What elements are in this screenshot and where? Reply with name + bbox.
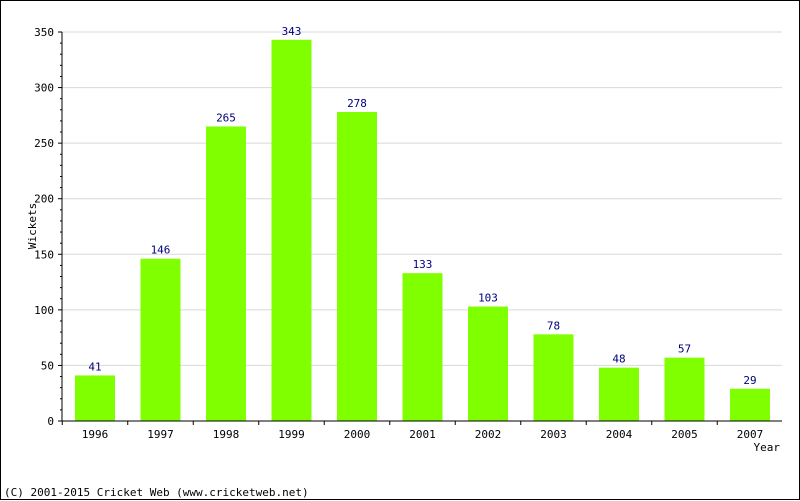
- bar-1996: [75, 375, 115, 421]
- data-label-1998: 265: [216, 111, 236, 124]
- y-tick-label: 50: [41, 359, 54, 372]
- data-label-1999: 343: [282, 25, 302, 38]
- x-tick-label: 2003: [540, 428, 567, 441]
- data-label-2005: 57: [678, 343, 691, 356]
- data-label-2003: 78: [547, 319, 560, 332]
- bar-1999: [271, 39, 312, 421]
- bar-2000: [337, 112, 377, 421]
- x-tick-label: 1999: [278, 428, 305, 441]
- x-tick-label: 2002: [475, 428, 502, 441]
- y-tick-label: 150: [34, 248, 54, 261]
- y-tick-label: 350: [34, 26, 54, 39]
- data-label-2000: 278: [347, 97, 367, 110]
- bar-2001: [402, 273, 443, 421]
- bar-1998: [206, 126, 246, 421]
- y-tick-label: 100: [34, 304, 54, 317]
- x-tick-label: 2004: [606, 428, 633, 441]
- data-label-1997: 146: [151, 244, 171, 257]
- y-tick-label: 300: [34, 82, 54, 95]
- y-axis-title: Wickets: [26, 203, 39, 249]
- copyright-footer: (C) 2001-2015 Cricket Web (www.cricketwe…: [4, 486, 309, 499]
- x-tick-label: 2001: [409, 428, 436, 441]
- grid-lines: [62, 31, 782, 366]
- x-axis-title: Year: [754, 441, 781, 454]
- axes: [58, 31, 782, 425]
- x-tick-label: 2000: [344, 428, 371, 441]
- data-label-2001: 133: [413, 258, 433, 271]
- data-label-2004: 48: [612, 353, 625, 366]
- bar-1997: [140, 258, 181, 421]
- x-tick-label: 1997: [147, 428, 174, 441]
- tick-labels: 0 50 100 150 200 250 300 350 1996 1997 1998 1999 200…: [34, 26, 763, 441]
- bar-2003: [533, 334, 574, 421]
- x-tick-label: 2007: [737, 428, 764, 441]
- bar-2007: [730, 388, 770, 421]
- data-label-1996: 41: [88, 360, 101, 373]
- bar-2005: [664, 357, 705, 421]
- x-tick-label: 1998: [213, 428, 240, 441]
- y-tick-label: 0: [47, 415, 54, 428]
- bars: [75, 39, 770, 421]
- y-tick-label: 250: [34, 137, 54, 150]
- x-tick-label: 2005: [671, 428, 698, 441]
- data-labels: 41 146 265 343 278 133 103 78 48 57 29: [88, 25, 756, 387]
- bar-2004: [599, 367, 639, 421]
- bar-2002: [468, 306, 508, 421]
- y-tick-label: 200: [34, 193, 54, 206]
- x-tick-label: 1996: [82, 428, 109, 441]
- data-label-2002: 103: [478, 292, 498, 305]
- data-label-2007: 29: [743, 374, 756, 387]
